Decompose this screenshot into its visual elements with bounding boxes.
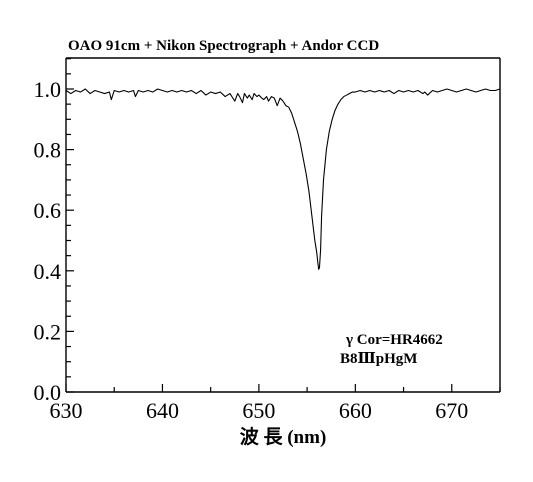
x-tick-label: 660 <box>339 398 372 423</box>
y-tick-label: 0.2 <box>34 319 62 344</box>
x-axis-label: 波 長 (nm) <box>240 425 327 448</box>
x-tick-label: 640 <box>146 398 179 423</box>
x-tick-label: 670 <box>435 398 468 423</box>
spectral-type-annotation: B8ⅢpHgM <box>340 351 417 367</box>
y-tick-label: 0.0 <box>34 380 62 405</box>
y-tick-label: 0.8 <box>34 138 62 163</box>
x-tick-label: 650 <box>242 398 275 423</box>
y-tick-label: 1.0 <box>34 77 62 102</box>
y-tick-label: 0.6 <box>34 198 62 223</box>
spectrum-line <box>65 88 501 270</box>
x-tick-label: 630 <box>50 398 83 423</box>
y-axis-ticks: 0.0 0.2 0.4 0.6 0.8 1.0 <box>34 58 74 405</box>
chart-title: OAO 91cm + Nikon Spectrograph + Andor CC… <box>68 38 379 54</box>
star-name-annotation: γ Cor=HR4662 <box>345 332 443 348</box>
x-axis-ticks: 630 640 650 660 670 <box>50 384 501 423</box>
y-tick-label: 0.4 <box>34 259 62 284</box>
